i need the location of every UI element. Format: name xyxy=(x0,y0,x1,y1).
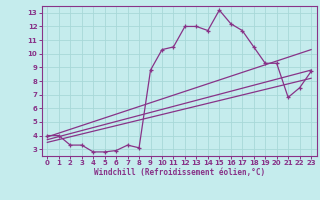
X-axis label: Windchill (Refroidissement éolien,°C): Windchill (Refroidissement éolien,°C) xyxy=(94,168,265,177)
